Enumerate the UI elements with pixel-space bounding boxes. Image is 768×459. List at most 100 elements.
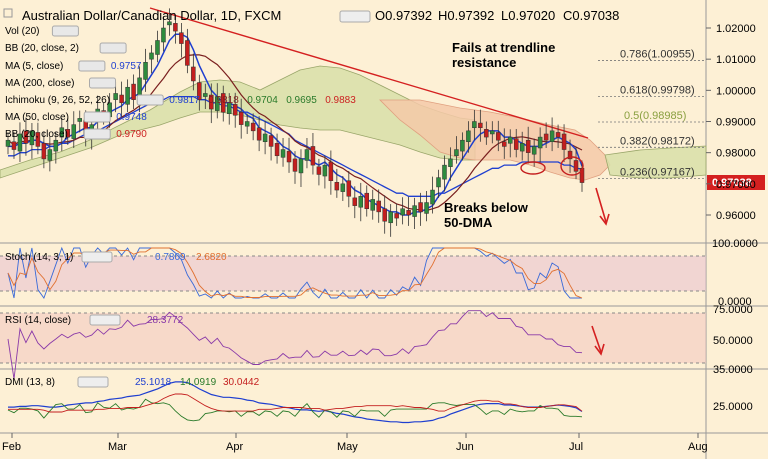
candle-82 [496, 120, 501, 152]
legend-settings-icon-2[interactable] [78, 60, 106, 72]
candle-62 [376, 189, 381, 223]
highlight-ellipse-2 [560, 156, 584, 176]
stoch-axis-100: 100.0000 [712, 238, 758, 250]
candle-47 [286, 137, 292, 173]
dmi-adx-line [8, 393, 583, 413]
last-price-tag [707, 175, 765, 190]
candle-10 [65, 117, 71, 145]
candle-26 [161, 16, 166, 52]
time-axis[interactable]: Feb Mar Apr May Jun Jul Aug [2, 433, 708, 453]
candle-19 [119, 81, 124, 117]
candle-78 [472, 109, 477, 141]
rsi-value: 28.3772 [147, 315, 184, 326]
legend-value-6: 0.9790 [116, 129, 147, 140]
candle-70 [424, 191, 429, 222]
legend-label-2: MA (5, close) [5, 61, 63, 72]
candle-91 [549, 117, 555, 152]
candle-11 [71, 111, 77, 148]
ohlc-high: H0.97392 [438, 8, 494, 23]
price-tick-label-3: 0.99000 [716, 117, 756, 129]
rsi-down-arrow-icon [591, 325, 605, 356]
ohlc-open: O0.97392 [375, 8, 432, 23]
dmi-minus-value: 14.0919 [180, 377, 217, 388]
fibonacci-levels: 0.786(1.00955) 0.618(0.99798) 0.5(0.98985)… [598, 49, 706, 180]
dmi-plus-line [8, 381, 583, 424]
legend-label-0: Vol (20) [5, 26, 39, 37]
header-settings-icon[interactable] [339, 10, 371, 23]
stoch-settings-icon[interactable] [81, 251, 113, 263]
candle-53 [322, 155, 328, 189]
candle-69 [418, 192, 423, 226]
dmi-settings-icon[interactable] [77, 376, 109, 388]
dmi-adx-value: 30.0442 [223, 377, 260, 388]
chart-title: Australian Dollar/Canadian Dollar, 1D, F… [22, 8, 281, 23]
candle-66 [400, 197, 405, 225]
candle-48 [292, 151, 298, 184]
ohlc-low: L0.97020 [501, 8, 555, 23]
candle-39 [238, 98, 244, 139]
annotation-breaks-line2: 50-DMA [444, 215, 493, 230]
legend-settings-icon-4[interactable] [136, 94, 164, 106]
legend-ichimoku-value-1: 0.9818 [208, 95, 239, 106]
candle-12 [77, 110, 82, 133]
rsi-settings-icon[interactable] [89, 314, 121, 326]
stoch-band [0, 256, 706, 291]
time-tick-label-0: Feb [2, 441, 21, 453]
price-axis[interactable]: 1.02000 1.01000 1.00000 0.99000 0.98000 0.970… [706, 23, 756, 222]
legend-settings-icon-1[interactable] [99, 42, 127, 54]
rsi-line [7, 310, 583, 380]
legend-settings-icon-6[interactable] [83, 128, 111, 140]
candle-68 [412, 197, 417, 230]
stoch-axis-0: 0.0000 [718, 296, 752, 308]
legend-ichimoku-value-3: 0.9695 [286, 95, 317, 106]
candle-94 [567, 139, 573, 173]
dmi-axis-25: 25.0000 [713, 401, 753, 413]
candle-63 [382, 195, 387, 234]
candle-80 [484, 121, 489, 145]
candle-73 [442, 155, 447, 192]
candle-64 [388, 204, 393, 237]
candle-5 [35, 122, 41, 155]
legend-settings-icon-0[interactable] [51, 25, 79, 37]
legend-settings-icon-5[interactable] [83, 111, 111, 123]
stoch-label: Stoch (14, 3, 1) [5, 252, 73, 263]
fib-label-4: 0.236(0.97167) [620, 167, 695, 179]
candle-41 [250, 113, 256, 141]
trendline-resistance[interactable] [149, 7, 589, 139]
candle-40 [244, 113, 250, 134]
price-tick-label-0: 1.02000 [716, 23, 756, 35]
candle-34 [209, 83, 214, 124]
candle-54 [328, 150, 334, 195]
candle-28 [173, 15, 178, 44]
indicator-axis-labels: 100.0000 0.0000 75.0000 50.0000 35.0000 … [712, 238, 758, 413]
candle-89 [537, 127, 543, 163]
candle-84 [508, 129, 513, 158]
highlight-ellipse-1 [520, 161, 546, 175]
annotation-trendline-line2: resistance [452, 55, 516, 70]
candle-21 [131, 74, 136, 110]
candle-67 [406, 196, 411, 226]
candle-33 [203, 83, 208, 110]
fib-label-3: 0.382(0.98172) [620, 135, 695, 147]
rsi-axis-50: 50.0000 [713, 335, 753, 347]
fib-label-0: 0.786(1.00955) [620, 49, 695, 61]
legend-settings-icon-3[interactable] [89, 77, 116, 89]
candle-52 [316, 158, 322, 186]
candle-27 [167, 8, 172, 36]
candle-31 [191, 53, 196, 91]
candle-55 [334, 168, 340, 198]
legend-value-2: 0.9757 [111, 61, 142, 72]
candle-30 [185, 28, 190, 74]
price-tick-label-1: 1.01000 [716, 54, 756, 66]
time-tick-label-4: Jun [456, 441, 474, 453]
candle-50 [304, 138, 310, 169]
price-axis-background [706, 0, 768, 459]
candle-35 [215, 83, 220, 119]
time-tick-label-2: Apr [226, 441, 243, 453]
collapse-icon[interactable] [3, 8, 13, 18]
time-tick-label-5: Jul [569, 441, 583, 453]
legend-label-6: BB (20, close) [5, 129, 68, 140]
candle-79 [478, 109, 483, 142]
time-tick-label-1: Mar [108, 441, 127, 453]
candle-57 [346, 171, 352, 208]
